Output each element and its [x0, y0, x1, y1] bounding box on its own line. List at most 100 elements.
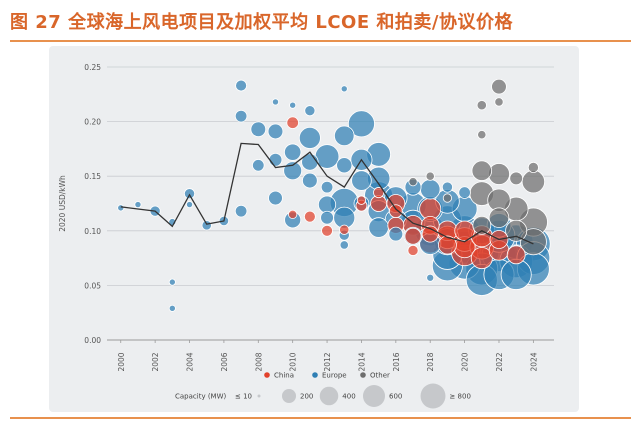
bubble-china: [303, 210, 316, 223]
bubble-europe: [283, 161, 303, 181]
bubble-europe: [318, 195, 337, 214]
legend-label-other: Other: [370, 372, 390, 380]
bubble-europe: [426, 273, 435, 282]
bubble-other: [519, 228, 547, 256]
chart-panel: 0.00 0.05 0.10 0.15 0.20 0.25 2000 2002 2004 2006…: [49, 46, 579, 412]
bubble-europe: [186, 201, 194, 209]
y-axis-label: 2020 USD/kWh: [58, 175, 67, 232]
bubble-europe: [268, 152, 283, 167]
bubble-other: [521, 170, 546, 194]
x-tick-label: 2016: [392, 352, 401, 371]
legend-label-china: China: [274, 372, 294, 380]
bubble-europe: [268, 190, 283, 206]
bubble-china: [404, 227, 422, 245]
size-legend-circle: [257, 394, 261, 398]
legend-marker-china: [264, 372, 270, 378]
x-tick-label: 2022: [495, 352, 504, 371]
x-tick-label: 2002: [151, 352, 160, 371]
bubble-europe: [271, 98, 279, 106]
bubble-europe: [419, 179, 441, 200]
line-layer: [120, 142, 534, 245]
y-tick-label: 0.05: [84, 281, 101, 290]
bubble-europe: [336, 157, 353, 174]
size-legend-label: 200: [300, 393, 313, 401]
axis-layer: 0.00 0.05 0.10 0.15 0.20 0.25 2000 2002 2004 2006…: [58, 63, 538, 372]
x-tick-label: 2006: [220, 352, 229, 371]
bubble-china: [506, 245, 526, 265]
bubble-other: [505, 219, 528, 242]
x-tick-label: 2014: [357, 352, 366, 371]
x-tick-label: 2000: [117, 352, 126, 371]
bubble-other: [472, 215, 492, 235]
size-legend-label: 600: [389, 393, 402, 401]
bubble-other: [488, 207, 510, 228]
bubble-other: [491, 78, 507, 95]
x-tick-label: 2012: [323, 352, 332, 371]
size-legend-label: 400: [342, 393, 355, 401]
figure-title: 图 27 全球海上风电项目及加权平均 LCOE 和拍卖/协议价格: [10, 12, 513, 33]
bubble-europe: [334, 125, 355, 147]
x-tick-label: 2024: [529, 352, 538, 371]
bubble-other: [494, 97, 504, 107]
y-tick-label: 0.25: [84, 63, 101, 72]
size-legend-title: Capacity (MW): [175, 393, 227, 401]
bubble-europe: [234, 109, 248, 123]
size-legend-circle: [420, 383, 446, 409]
bubble-europe: [347, 110, 375, 138]
bubble-other: [477, 130, 487, 140]
bubble-europe: [351, 170, 372, 191]
y-tick-label: 0.00: [84, 336, 101, 345]
legend-label-europe: Europe: [322, 372, 347, 380]
bubble-china: [438, 235, 457, 255]
bubble-europe: [302, 172, 318, 189]
bubble-china: [339, 224, 350, 235]
bubble-other: [471, 160, 493, 181]
bubble-other: [408, 177, 418, 187]
title-divider: [10, 40, 631, 42]
bubble-china: [389, 204, 403, 218]
bubble-europe: [368, 217, 389, 238]
size-legend-circle: [319, 386, 339, 406]
bubble-china: [321, 224, 333, 237]
bubble-europe: [252, 159, 265, 172]
bubble-europe: [320, 180, 334, 194]
y-tick-label: 0.10: [84, 227, 101, 236]
bubble-china: [373, 187, 385, 199]
bubble-other: [527, 161, 539, 173]
bubble-other: [442, 193, 453, 203]
bubble-europe: [250, 121, 267, 138]
legend-marker-europe: [312, 372, 318, 378]
size-legend-label: ≤ 10: [235, 393, 252, 401]
bubble-europe: [441, 181, 453, 193]
bubble-other: [509, 171, 524, 186]
bubble-other: [488, 163, 510, 185]
bubble-europe: [320, 210, 334, 225]
bubble-europe: [168, 304, 176, 312]
x-tick-label: 2018: [426, 352, 435, 371]
bubble-china: [286, 116, 299, 129]
x-tick-label: 2008: [254, 352, 263, 371]
bubble-china: [356, 195, 367, 205]
bubble-europe: [340, 85, 348, 93]
bottom-divider: [10, 417, 631, 419]
legend-layer: China Europe Other Capacity (MW) ≤ 10 200 400 6…: [175, 372, 471, 409]
bubble-europe: [388, 226, 404, 242]
y-tick-label: 0.20: [84, 118, 101, 127]
x-tick-label: 2004: [186, 352, 195, 371]
size-legend-circle: [281, 388, 297, 404]
bubble-europe: [339, 240, 349, 250]
x-tick-label: 2010: [289, 352, 298, 371]
bubble-china: [407, 244, 419, 256]
bubble-europe: [235, 79, 248, 92]
bubble-other: [476, 100, 487, 111]
bubble-china: [288, 209, 298, 220]
bubble-europe: [168, 278, 176, 286]
size-legend-label: ≥ 800: [449, 393, 470, 401]
bubble-europe: [298, 127, 321, 149]
bubble-layer: [117, 78, 551, 312]
bubble-europe: [117, 204, 125, 212]
y-tick-label: 0.15: [84, 172, 101, 181]
bubble-europe: [289, 101, 297, 109]
legend-marker-other: [360, 372, 366, 378]
